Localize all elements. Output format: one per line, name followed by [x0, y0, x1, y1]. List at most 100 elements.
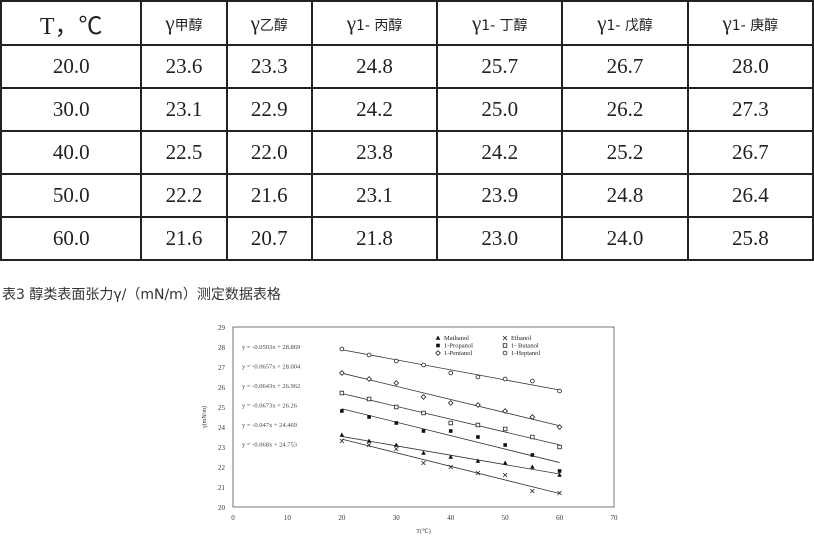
x-marker [394, 446, 399, 452]
table-cell: 24.2 [436, 130, 564, 175]
square-marker [436, 343, 440, 348]
table-cell: 21.8 [310, 216, 439, 261]
header-sub: 1- 庚醇 [731, 17, 779, 34]
triangle-marker [366, 438, 372, 443]
table-cell: 26.2 [561, 87, 689, 132]
open-square-marker [502, 426, 508, 432]
table-cell: 22.5 [140, 130, 228, 175]
triangle-marker [448, 454, 454, 459]
x-tick-label: 0 [231, 514, 235, 522]
x-marker [421, 460, 426, 466]
trendline [341, 438, 560, 494]
header-col: γ甲醇 [140, 0, 228, 46]
x-marker [502, 472, 508, 478]
open-square-marker [339, 390, 345, 396]
table-cell: 26.4 [686, 173, 814, 218]
y-tick-label: 25 [218, 404, 226, 412]
x-tick-label: 40 [447, 514, 455, 522]
y-tick-label: 21 [218, 484, 226, 492]
trendline-equation: y = -0.0643x + 26.962 [242, 383, 300, 390]
diamond-marker [502, 408, 509, 414]
trendline-equation: y = -0.0657x + 28.004 [242, 364, 301, 371]
table-cell: 26.7 [686, 130, 814, 175]
square-marker [340, 409, 344, 413]
header-col: γ1- 丙醇 [310, 0, 439, 46]
legend-label: Ethanol [511, 335, 531, 342]
table-cell: 23.0 [436, 216, 564, 261]
trendline [341, 393, 560, 446]
table-cell: 50.0 [0, 173, 143, 218]
table-cell: 30.0 [0, 87, 143, 132]
surface-tension-table: T，℃ γ甲醇 γ乙醇 γ1- 丙醇 γ1- 丁醇 γ1- 戊醇 γ1- 庚醇 20.0 2… [0, 0, 814, 261]
header-temperature: T，℃ [0, 0, 143, 46]
y-tick-label: 29 [218, 324, 226, 332]
open-square-marker [557, 444, 562, 450]
table-cell: 25.7 [436, 44, 564, 89]
legend-label: 1-Heptanol [511, 350, 540, 357]
header-col: γ1- 丁醇 [436, 0, 564, 46]
diamond-marker [435, 350, 441, 356]
table-row: 60.0 21.6 20.7 21.8 23.0 24.0 25.8 [0, 216, 814, 261]
table-row: 40.0 22.5 22.0 23.8 24.2 25.2 26.7 [0, 130, 814, 175]
table-cell: 22.2 [140, 173, 228, 218]
table-cell: 23.3 [225, 44, 313, 89]
x-tick-label: 50 [502, 514, 510, 522]
table-cell: 23.1 [310, 173, 439, 218]
triangle-marker [421, 450, 426, 455]
triangle-marker [435, 335, 441, 340]
x-tick-label: 10 [284, 514, 292, 522]
trendline-equation: y = -0.0673x + 26.26 [242, 403, 298, 410]
triangle-marker [530, 464, 535, 469]
square-marker [530, 453, 535, 457]
x-marker [366, 442, 372, 448]
x-marker [502, 335, 508, 341]
table-header-row: T，℃ γ甲醇 γ乙醇 γ1- 丙醇 γ1- 丁醇 γ1- 戊醇 γ1- 庚醇 [0, 0, 814, 46]
trendline-equation: y = -0.0503x + 28.869 [242, 344, 300, 351]
x-marker [557, 490, 562, 496]
square-marker [557, 469, 562, 473]
triangle-marker [557, 472, 562, 477]
legend-label: 1-Pentanol [444, 350, 472, 357]
header-sub: 1- 戊醇 [606, 17, 653, 34]
table-cell: 25.8 [686, 216, 814, 261]
surface-tension-chart: 0 10 20 30 40 50 60 70 20 21 22 23 24 25 26 27 28 29 T(℃) γ… [201, 324, 619, 535]
gamma-symbol: γ [250, 10, 260, 35]
table-row: 30.0 23.1 22.9 24.2 25.0 26.2 27.3 [0, 87, 814, 132]
x-tick-label: 30 [393, 514, 401, 522]
table-cell: 21.6 [140, 216, 228, 261]
header-col: γ1- 庚醇 [686, 0, 814, 46]
circle-marker [448, 370, 454, 376]
diamond-marker [338, 370, 345, 376]
y-tick-label: 28 [218, 344, 226, 352]
diamond-marker [529, 414, 536, 420]
legend-label: 1-Propanol [444, 343, 473, 350]
diamond-marker [447, 400, 454, 406]
y-tick-label: 23 [218, 444, 226, 452]
table-row: 20.0 23.6 23.3 24.8 25.7 26.7 28.0 [0, 44, 814, 89]
table-cell: 22.0 [225, 130, 313, 175]
open-square-marker [475, 422, 481, 428]
plot-frame [232, 326, 615, 508]
open-square-marker [366, 396, 372, 402]
x-tick-label: 70 [611, 514, 619, 522]
diamond-marker [393, 380, 400, 386]
header-sub: 甲醇 [174, 17, 203, 34]
table-cell: 24.8 [561, 173, 689, 218]
x-tick-label: 20 [338, 514, 346, 522]
gamma-symbol: γ [471, 10, 482, 35]
open-square-marker [502, 343, 508, 348]
table-row: 50.0 22.2 21.6 23.1 23.9 24.8 26.4 [0, 173, 814, 218]
header-sub: 1- 丙醇 [355, 17, 403, 34]
header-col: γ乙醇 [225, 0, 313, 46]
y-tick-label: 27 [218, 364, 226, 372]
triangle-marker [475, 458, 481, 463]
circle-marker [421, 362, 426, 368]
table-cell: 23.8 [310, 130, 439, 175]
open-square-marker [421, 410, 426, 416]
x-axis-label: T(℃) [416, 528, 430, 535]
circle-marker [366, 352, 372, 358]
table-cell: 27.3 [686, 87, 814, 132]
table-cell: 25.0 [436, 87, 564, 132]
gamma-symbol: γ [597, 10, 607, 35]
trendline-equation: y = -0.068x + 24.753 [242, 442, 297, 449]
